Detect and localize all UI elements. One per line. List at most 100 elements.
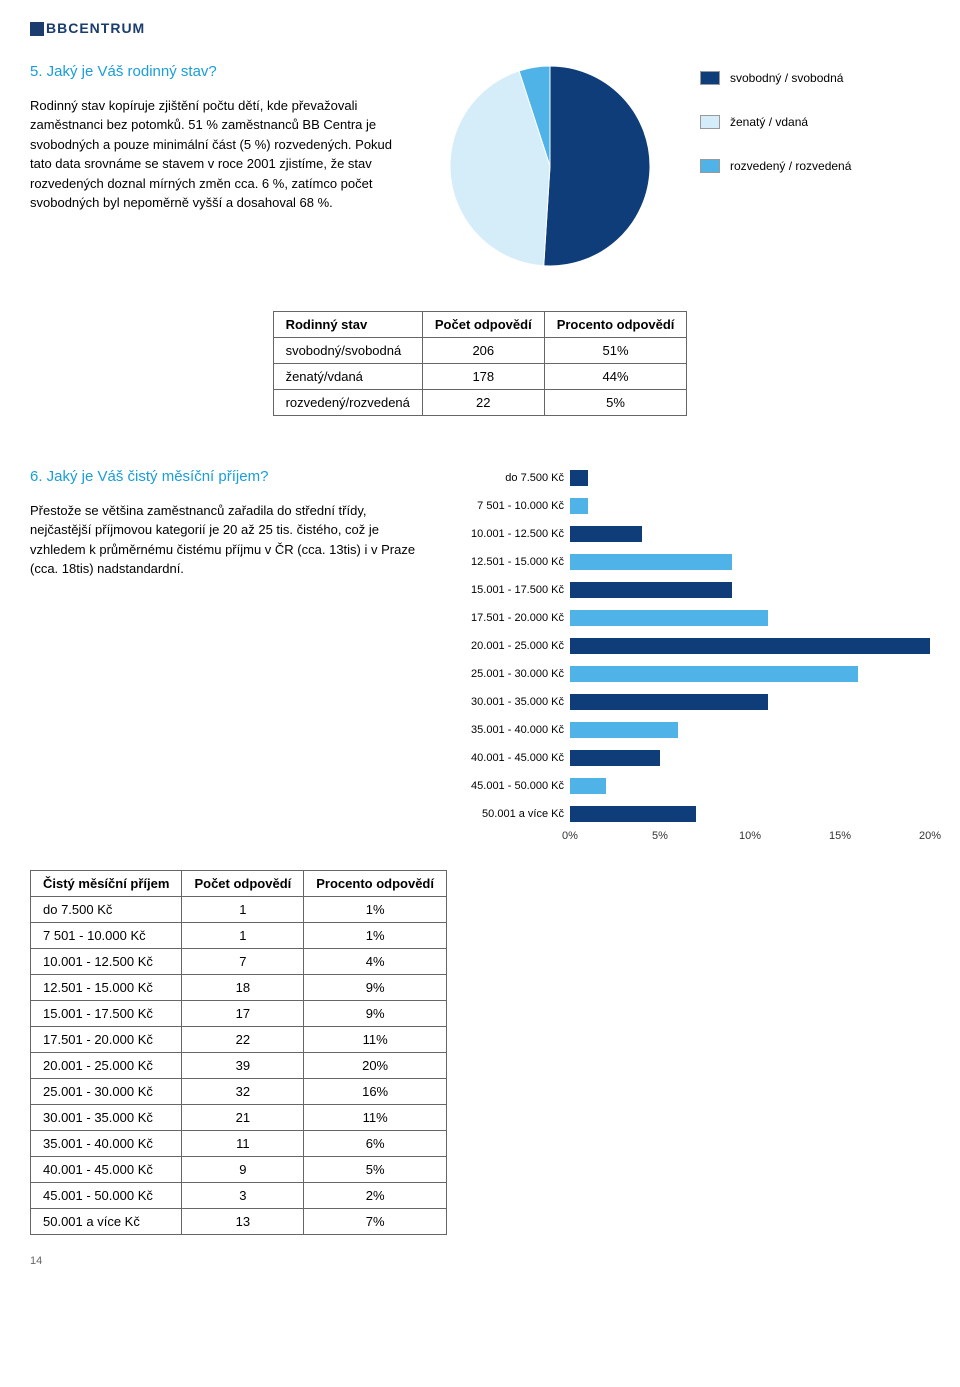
legend-swatch [700,115,720,129]
bar-row: do 7.500 Kč [460,466,930,490]
table-cell: 50.001 a více Kč [31,1209,182,1235]
bar-row: 20.001 - 25.000 Kč [460,634,930,658]
bar-row: 15.001 - 17.500 Kč [460,578,930,602]
bar-track [570,694,930,710]
bar-fill [570,470,588,486]
page-number: 14 [30,1255,930,1267]
table-cell: 7% [304,1209,447,1235]
table-row: 20.001 - 25.000 Kč3920% [31,1053,447,1079]
table-row: do 7.500 Kč11% [31,897,447,923]
table-cell: 45.001 - 50.000 Kč [31,1183,182,1209]
legend-item: ženatý / vdaná [700,115,930,129]
table-row: 10.001 - 12.500 Kč74% [31,949,447,975]
section6-text: 6. Jaký je Váš čistý měsíční příjem? Pře… [30,466,430,850]
table-cell: 16% [304,1079,447,1105]
table-cell: 17.501 - 20.000 Kč [31,1027,182,1053]
table-cell: do 7.500 Kč [31,897,182,923]
bar-row: 10.001 - 12.500 Kč [460,522,930,546]
table-row: ženatý/vdaná17844% [273,364,687,390]
table-row: 35.001 - 40.000 Kč116% [31,1131,447,1157]
bar-track [570,554,930,570]
table-cell: 9 [182,1157,304,1183]
table-row: 17.501 - 20.000 Kč2211% [31,1027,447,1053]
bar-label: 50.001 a více Kč [460,808,570,820]
bar-label: 17.501 - 20.000 Kč [460,612,570,624]
table-cell: 22 [422,390,544,416]
axis-tick: 20% [919,830,941,842]
table-row: 7 501 - 10.000 Kč11% [31,923,447,949]
legend-item: svobodný / svobodná [700,71,930,85]
table-cell: svobodný/svobodná [273,338,422,364]
axis-tick: 5% [652,830,668,842]
bar-fill [570,610,768,626]
bar-row: 30.001 - 35.000 Kč [460,690,930,714]
table-cell: 5% [304,1157,447,1183]
table-cell: 30.001 - 35.000 Kč [31,1105,182,1131]
bar-fill [570,666,858,682]
bar-label: 15.001 - 17.500 Kč [460,584,570,596]
table-cell: 6% [304,1131,447,1157]
table-cell: 1% [304,897,447,923]
table-cell: 10.001 - 12.500 Kč [31,949,182,975]
bar-fill [570,806,696,822]
table-cell: 1 [182,923,304,949]
table-cell: 7 501 - 10.000 Kč [31,923,182,949]
bar-row: 12.501 - 15.000 Kč [460,550,930,574]
table-cell: 44% [544,364,687,390]
table-row: 25.001 - 30.000 Kč3216% [31,1079,447,1105]
table-row: svobodný/svobodná20651% [273,338,687,364]
section5-text: 5. Jaký je Váš rodinný stav? Rodinný sta… [30,61,400,271]
axis-tick: 15% [829,830,851,842]
table-cell: 5% [544,390,687,416]
bar-row: 25.001 - 30.000 Kč [460,662,930,686]
table-cell: 178 [422,364,544,390]
bar-label: 25.001 - 30.000 Kč [460,668,570,680]
table-cell: 12.501 - 15.000 Kč [31,975,182,1001]
bar-label: 40.001 - 45.000 Kč [460,752,570,764]
bar-fill [570,582,732,598]
table-cell: 13 [182,1209,304,1235]
bar-track [570,778,930,794]
table-cell: 7 [182,949,304,975]
table-cell: 39 [182,1053,304,1079]
bar-track [570,750,930,766]
table-row: 12.501 - 15.000 Kč189% [31,975,447,1001]
table-header: Rodinný stav [273,312,422,338]
logo: BBCENTRUM [30,20,930,36]
bar-track [570,610,930,626]
bar-label: 35.001 - 40.000 Kč [460,724,570,736]
bar-label: 20.001 - 25.000 Kč [460,640,570,652]
table-cell: 206 [422,338,544,364]
table-cell: 11% [304,1105,447,1131]
table-cell: ženatý/vdaná [273,364,422,390]
bar-row: 50.001 a více Kč [460,802,930,826]
table-cell: 25.001 - 30.000 Kč [31,1079,182,1105]
table-header: Čistý měsíční příjem [31,871,182,897]
table-row: 40.001 - 45.000 Kč95% [31,1157,447,1183]
legend-item: rozvedený / rozvedená [700,159,930,173]
bar-track [570,666,930,682]
bar-fill [570,638,930,654]
bar-track [570,470,930,486]
legend-swatch [700,159,720,173]
table-cell: 21 [182,1105,304,1131]
table-cell: 32 [182,1079,304,1105]
table-header: Počet odpovědí [422,312,544,338]
table-income: Čistý měsíční příjemPočet odpovědíProcen… [30,870,447,1235]
bar-label: do 7.500 Kč [460,472,570,484]
table-cell: 40.001 - 45.000 Kč [31,1157,182,1183]
table-cell: 9% [304,975,447,1001]
pie-chart [430,61,670,271]
table-cell: 9% [304,1001,447,1027]
legend-label: ženatý / vdaná [730,115,808,129]
table-family-status: Rodinný stavPočet odpovědíProcento odpov… [273,311,688,416]
bar-track [570,722,930,738]
bar-track [570,526,930,542]
logo-icon [30,22,44,36]
table-header: Procento odpovědí [304,871,447,897]
bar-fill [570,526,642,542]
table-cell: 17 [182,1001,304,1027]
bar-track [570,806,930,822]
bar-row: 35.001 - 40.000 Kč [460,718,930,742]
table-cell: 11% [304,1027,447,1053]
